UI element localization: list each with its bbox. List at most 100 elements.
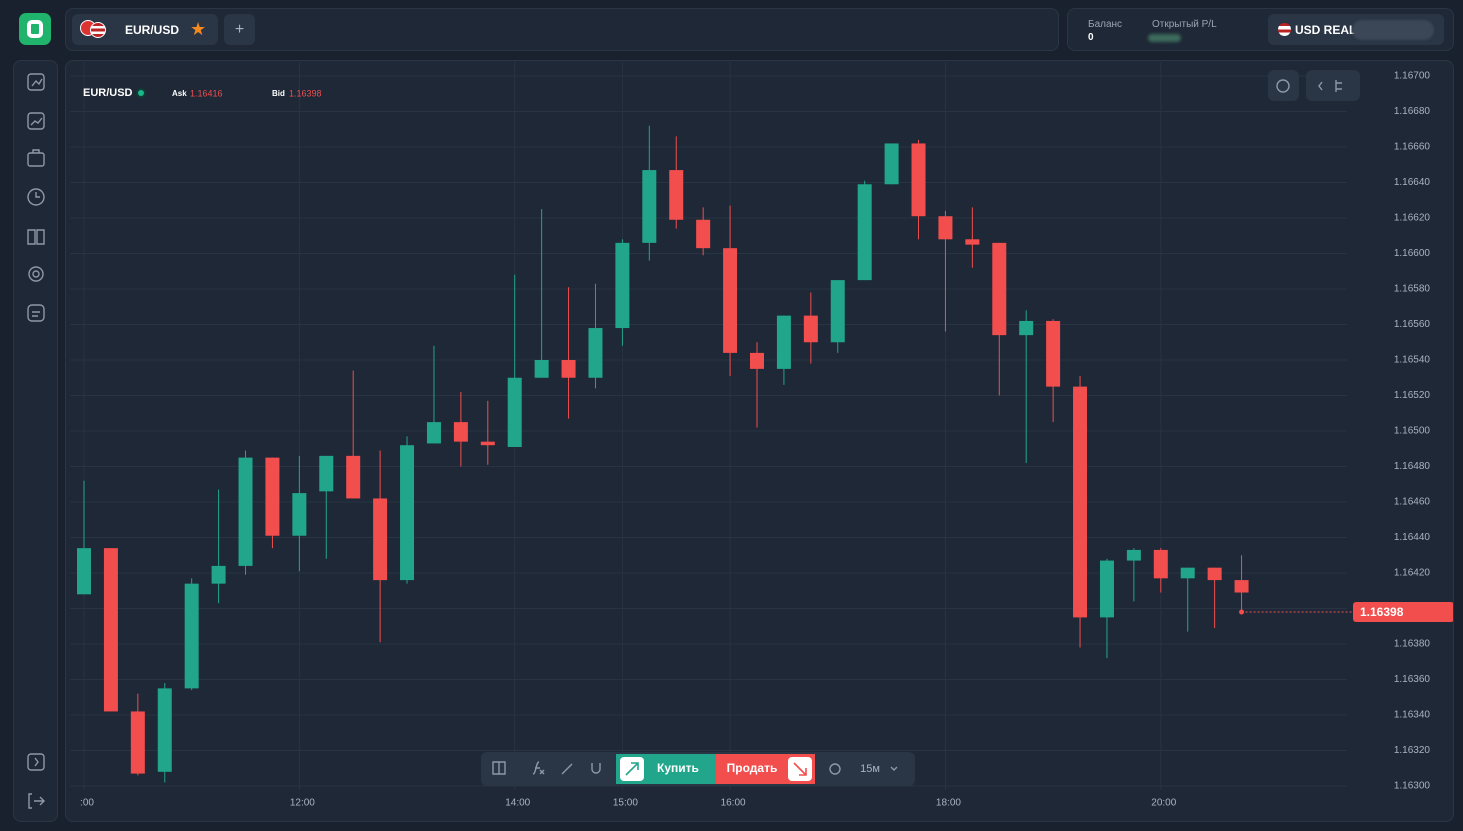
chart: 1.16300 1.16320 1.16340 1.16360 1.16380 1.164… — [70, 62, 1453, 809]
bid-label: Bid — [272, 89, 285, 98]
price-dot — [1239, 609, 1245, 615]
price-label-bg — [1353, 602, 1453, 623]
chart-type-button[interactable] — [1268, 70, 1299, 101]
sell-label: Продать — [727, 761, 778, 775]
ask-value: 1.16416 — [190, 88, 223, 98]
candle-body — [157, 688, 172, 772]
candle-body — [615, 242, 630, 329]
candle-body — [938, 216, 953, 240]
candle-body — [265, 457, 280, 536]
candle-body — [1099, 560, 1114, 618]
y-tick-label: 1.16460 — [1394, 497, 1431, 508]
x-tick-label: 15:00 — [613, 798, 638, 809]
layout-icon[interactable] — [492, 761, 506, 775]
y-tick-label: 1.16300 — [1394, 781, 1431, 792]
buy-icon — [625, 762, 639, 776]
balance-value: 0 — [1088, 32, 1094, 43]
icon-collapse[interactable] — [27, 753, 45, 771]
candle-body — [480, 441, 495, 446]
icon-trade[interactable] — [27, 73, 45, 91]
current-price: 1.16398 — [1239, 602, 1453, 623]
y-tick-label: 1.16420 — [1394, 568, 1431, 579]
sidebar-icons — [27, 73, 45, 809]
candle-body — [1207, 567, 1222, 581]
pl-label: Открытый P/L — [1152, 19, 1217, 30]
candle-body — [696, 219, 711, 249]
candle-body — [1180, 567, 1195, 579]
icon-settings[interactable] — [28, 266, 44, 282]
candle-body — [346, 455, 361, 499]
sidebar — [13, 60, 58, 822]
live-dot — [136, 88, 146, 98]
candle-body — [669, 170, 684, 220]
y-tick-label: 1.16520 — [1394, 390, 1431, 401]
symbol-label: EUR/USD — [125, 23, 180, 37]
candle-body — [1234, 580, 1249, 593]
candle-body — [803, 315, 818, 343]
favorite-star[interactable]: ★ — [190, 19, 207, 39]
panel-toggle-button[interactable] — [1306, 70, 1360, 101]
candle-body — [1126, 549, 1141, 561]
candle-body — [965, 239, 980, 245]
timeframe[interactable]: 15м — [860, 763, 880, 775]
y-tick-label: 1.16560 — [1394, 319, 1431, 330]
sell-icon — [793, 762, 807, 776]
candle-body — [776, 315, 791, 369]
account-id-hidden — [1352, 20, 1434, 40]
account-currency: USD REAL — [1295, 23, 1357, 37]
candle-body — [1153, 549, 1168, 579]
x-tick-label: 20:00 — [1151, 798, 1176, 809]
icon-support[interactable] — [27, 304, 45, 322]
timeframe-chevron[interactable] — [890, 766, 898, 771]
x-tick-label: 16:00 — [721, 798, 746, 809]
draw-icon[interactable] — [561, 763, 573, 775]
account-switch[interactable]: USD REAL — [1268, 14, 1444, 45]
icon-analytics[interactable] — [27, 112, 45, 130]
candle-body — [884, 143, 899, 185]
candle-body — [184, 583, 199, 689]
candle-body — [561, 360, 576, 378]
candle-body — [750, 352, 764, 369]
candle-body — [507, 377, 522, 447]
candle-body — [453, 422, 468, 442]
icon-logout[interactable] — [28, 793, 45, 809]
candle-body — [1046, 320, 1061, 387]
add-tab[interactable]: + — [224, 14, 255, 45]
y-tick-label: 1.16440 — [1394, 532, 1431, 543]
candle-body — [426, 422, 441, 444]
candle-body — [319, 455, 334, 492]
y-tick-label: 1.16660 — [1394, 142, 1431, 153]
timer-icon[interactable] — [829, 763, 841, 775]
candle-body — [588, 328, 603, 378]
y-tick-label: 1.16620 — [1394, 213, 1431, 224]
balance-label: Баланс — [1088, 19, 1123, 30]
chart-symbol: EUR/USD — [83, 87, 133, 99]
icon-portfolio[interactable] — [27, 149, 45, 167]
y-tick-label: 1.16340 — [1394, 710, 1431, 721]
y-tick-label: 1.16700 — [1394, 71, 1431, 82]
icon-history[interactable] — [27, 188, 45, 206]
candle-body — [534, 360, 549, 378]
y-tick-label: 1.16640 — [1394, 177, 1431, 188]
candle-body — [1073, 386, 1088, 618]
indicators-icon[interactable] — [532, 761, 545, 775]
candle-body — [373, 498, 388, 581]
chart-panel: 1.16300 1.16320 1.16340 1.16360 1.16380 1.164… — [65, 60, 1454, 822]
magnet-icon[interactable] — [591, 763, 601, 774]
grid: 1.16300 1.16320 1.16340 1.16360 1.16380 1.164… — [70, 62, 1430, 809]
logo[interactable] — [19, 13, 51, 45]
symbol-tab[interactable]: EUR/USD ★ — [72, 14, 218, 45]
y-tick-label: 1.16580 — [1394, 284, 1431, 295]
candle-body — [130, 711, 145, 774]
icon-education[interactable] — [27, 229, 45, 245]
buy-label: Купить — [657, 761, 699, 775]
candle-body — [103, 548, 118, 712]
account-panel: Баланс 0 Открытый P/L USD REAL — [1067, 8, 1454, 51]
y-tick-label: 1.16380 — [1394, 639, 1431, 650]
flag-us — [1278, 23, 1291, 36]
candle-body — [211, 565, 226, 584]
chart-layer: 1.16300 1.16320 1.16340 1.16360 1.16380 1.164… — [70, 62, 1453, 809]
candle-body — [77, 548, 91, 595]
y-tick-label: 1.16480 — [1394, 461, 1431, 472]
